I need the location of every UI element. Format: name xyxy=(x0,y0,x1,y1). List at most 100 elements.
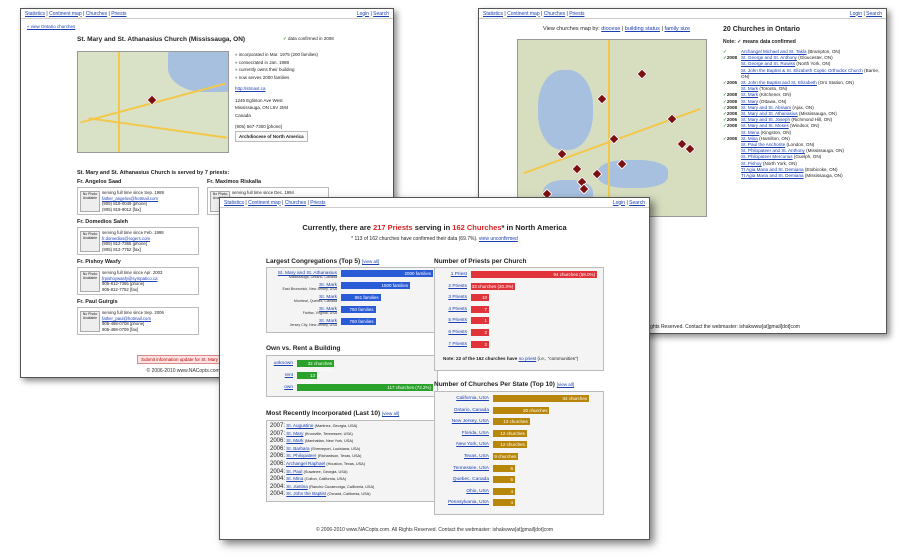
bar-row-label[interactable]: New Jersey, USA xyxy=(451,419,489,425)
priest-name[interactable]: Fr. Pishoy Wasfy xyxy=(77,259,121,265)
church-link[interactable]: Archangel Michael and St. Takla xyxy=(741,49,807,54)
map-marker-icon[interactable] xyxy=(571,163,583,175)
bar-row-label[interactable]: unknown xyxy=(273,361,293,366)
church-link[interactable]: St. Mina xyxy=(741,135,758,141)
map-marker-icon[interactable] xyxy=(608,133,620,145)
nav-continent-map[interactable]: Continent map xyxy=(49,10,82,17)
map-marker-icon[interactable] xyxy=(636,68,648,80)
priest-name[interactable]: Fr. Maximos Riskalla xyxy=(207,179,262,185)
nav-login[interactable]: Login xyxy=(612,199,626,206)
bar-row-label[interactable]: California, USA xyxy=(456,396,489,401)
bar-row-label[interactable]: St. Mark xyxy=(319,283,337,288)
bar-row-label[interactable]: 3 Priests xyxy=(448,295,467,301)
nav-login[interactable]: Login xyxy=(849,10,863,17)
ontario-map[interactable] xyxy=(517,39,707,217)
church-link[interactable]: St. Pishoy xyxy=(741,160,762,166)
no-priest-link[interactable]: no priest xyxy=(518,356,537,361)
recent-church-link[interactable]: St. Mary xyxy=(286,430,304,436)
bar-row-label[interactable]: rent xyxy=(284,373,293,378)
recent-church-link[interactable]: St. Barbara xyxy=(286,445,310,451)
bar-row-label[interactable]: own xyxy=(284,385,293,390)
nav-priests[interactable]: Priests xyxy=(310,199,326,206)
priest-name[interactable]: Fr. Angelos Saad xyxy=(77,179,122,185)
nav-continent-map[interactable]: Continent map xyxy=(507,10,540,17)
view-unconfirmed-link[interactable]: view unconfirmed xyxy=(478,236,518,242)
largest-view-all[interactable]: [view all] xyxy=(361,259,380,264)
recent-church-link[interactable]: Archangel Raphael xyxy=(286,461,326,466)
church-link[interactable]: St. Paul the Anchorite xyxy=(741,142,786,148)
church-link[interactable]: St. Mary and St. Moses xyxy=(741,123,789,129)
church-link[interactable]: St. Mary and St. Joseph xyxy=(741,117,791,123)
recent-church-link[interactable]: St. Justina xyxy=(286,483,308,489)
map-marker-icon[interactable] xyxy=(666,113,678,125)
bar-row-label[interactable]: Ohio, USA xyxy=(466,488,489,494)
bar-row-label[interactable]: New York, USA xyxy=(456,442,489,448)
church-link[interactable]: St. John the Baptist and St. Elizabeth xyxy=(741,80,817,86)
nav-priests[interactable]: Priests xyxy=(111,10,127,17)
church-link[interactable]: St. John the Baptist & St. Elizabeth Cop… xyxy=(741,67,863,73)
bar-row-label[interactable]: Tennessee, USA xyxy=(453,465,489,471)
bar-row-label[interactable]: 5 Priests xyxy=(448,318,467,324)
nav-search[interactable]: Search xyxy=(629,199,645,206)
priest-name[interactable]: Fr. Domedios Saleh xyxy=(77,219,129,225)
submit-update-button[interactable]: Submit information update for St. Mary a… xyxy=(137,355,231,364)
bar-row-label[interactable]: 7 Priests xyxy=(448,341,467,347)
nav-priests[interactable]: Priests xyxy=(569,10,585,17)
church-link[interactable]: St. Mark xyxy=(741,86,759,92)
recent-church-link[interactable]: St. Philopateer xyxy=(286,453,317,459)
bar-row-label[interactable]: Florida, USA xyxy=(461,430,489,436)
nav-login[interactable]: Login xyxy=(356,10,370,17)
view-family-size-link[interactable]: family size xyxy=(664,26,691,32)
church-link[interactable]: St. Mary and St. Abraam xyxy=(741,104,792,110)
priest-email-link[interactable]: father_paul@hotmail.com xyxy=(102,315,152,321)
church-link[interactable]: Tt Agia Maria and St. Demiana xyxy=(741,166,804,172)
view-building-status-link[interactable]: building status xyxy=(624,26,660,32)
recent-church-link[interactable]: St. Mina xyxy=(286,476,304,482)
nav-churches[interactable]: Churches xyxy=(284,199,307,206)
nav-churches[interactable]: Churches xyxy=(543,10,566,17)
bar-row-label[interactable]: 1 Priest xyxy=(450,272,467,277)
nav-statistics[interactable]: Statistics xyxy=(224,199,245,206)
bar-row-label[interactable]: St. Mark xyxy=(319,319,337,324)
recent-church-link[interactable]: St. Augustine xyxy=(286,423,314,428)
recent-church-link[interactable]: St. Paul xyxy=(286,468,303,474)
bar-row-label[interactable]: St. Mary and St. Athanasius xyxy=(277,271,337,276)
priest-email-link[interactable]: father_angelos@hotmail.com xyxy=(102,195,158,201)
bar-row-label[interactable]: 4 Priests xyxy=(448,306,467,312)
bar-row-label[interactable]: Texas, USA xyxy=(463,454,489,459)
view-diocese-link[interactable]: diocese xyxy=(601,26,621,32)
map-marker-icon[interactable] xyxy=(596,93,608,105)
church-link[interactable]: St. Mary and St. Athanasius xyxy=(741,111,798,117)
back-link[interactable]: « view Ontario churches xyxy=(27,24,76,29)
church-link[interactable]: St. George and St. Ruwiss xyxy=(741,61,796,67)
bar-row-label[interactable]: St. Mark xyxy=(319,295,337,300)
nav-search[interactable]: Search xyxy=(866,10,882,17)
church-website-link[interactable]: http://stmaxt.ca xyxy=(235,86,266,91)
bar-row-label[interactable]: St. Mark xyxy=(319,307,337,312)
nav-continent-map[interactable]: Continent map xyxy=(248,199,281,206)
priest-email-link[interactable]: frpishoywasfy@sympatico.ca xyxy=(102,275,158,281)
nav-churches[interactable]: Churches xyxy=(85,10,108,17)
bar-row-label[interactable]: Pennsylvania, USA xyxy=(447,500,489,506)
church-link[interactable]: St. Mary xyxy=(741,98,759,104)
church-link[interactable]: St. Philopateer Mercurius xyxy=(741,154,793,160)
church-link[interactable]: St. Mena xyxy=(741,129,760,135)
recent-view-all[interactable]: [view all] xyxy=(381,411,400,416)
bar-row-label[interactable]: Quebec, Canada xyxy=(452,477,489,483)
per-state-view-all[interactable]: [view all] xyxy=(556,382,574,387)
bar-row-label[interactable]: 6 Priests xyxy=(448,330,467,335)
nav-statistics[interactable]: Statistics xyxy=(483,10,504,17)
priest-email-link[interactable]: fr.domedios@rogers.com xyxy=(102,235,151,241)
nav-statistics[interactable]: Statistics xyxy=(25,10,46,17)
church-map[interactable] xyxy=(77,51,229,153)
nav-search[interactable]: Search xyxy=(373,10,389,17)
church-link[interactable]: St. George and St. Anthony xyxy=(741,55,797,61)
church-link[interactable]: Tt Agia Maria and St. Demiana xyxy=(741,173,804,179)
priest-name[interactable]: Fr. Paul Guirgis xyxy=(77,299,118,305)
recent-church-link[interactable]: St. John the Baptist xyxy=(286,491,327,497)
bar-row-label[interactable]: 2 Priests xyxy=(448,283,467,289)
church-link[interactable]: St. Philopateer and St. Anthony xyxy=(741,148,805,154)
church-link[interactable]: St. Mark xyxy=(741,92,759,98)
recent-church-link[interactable]: St. Mark xyxy=(286,438,304,444)
bar-row-label[interactable]: Ontario, Canada xyxy=(453,407,489,413)
